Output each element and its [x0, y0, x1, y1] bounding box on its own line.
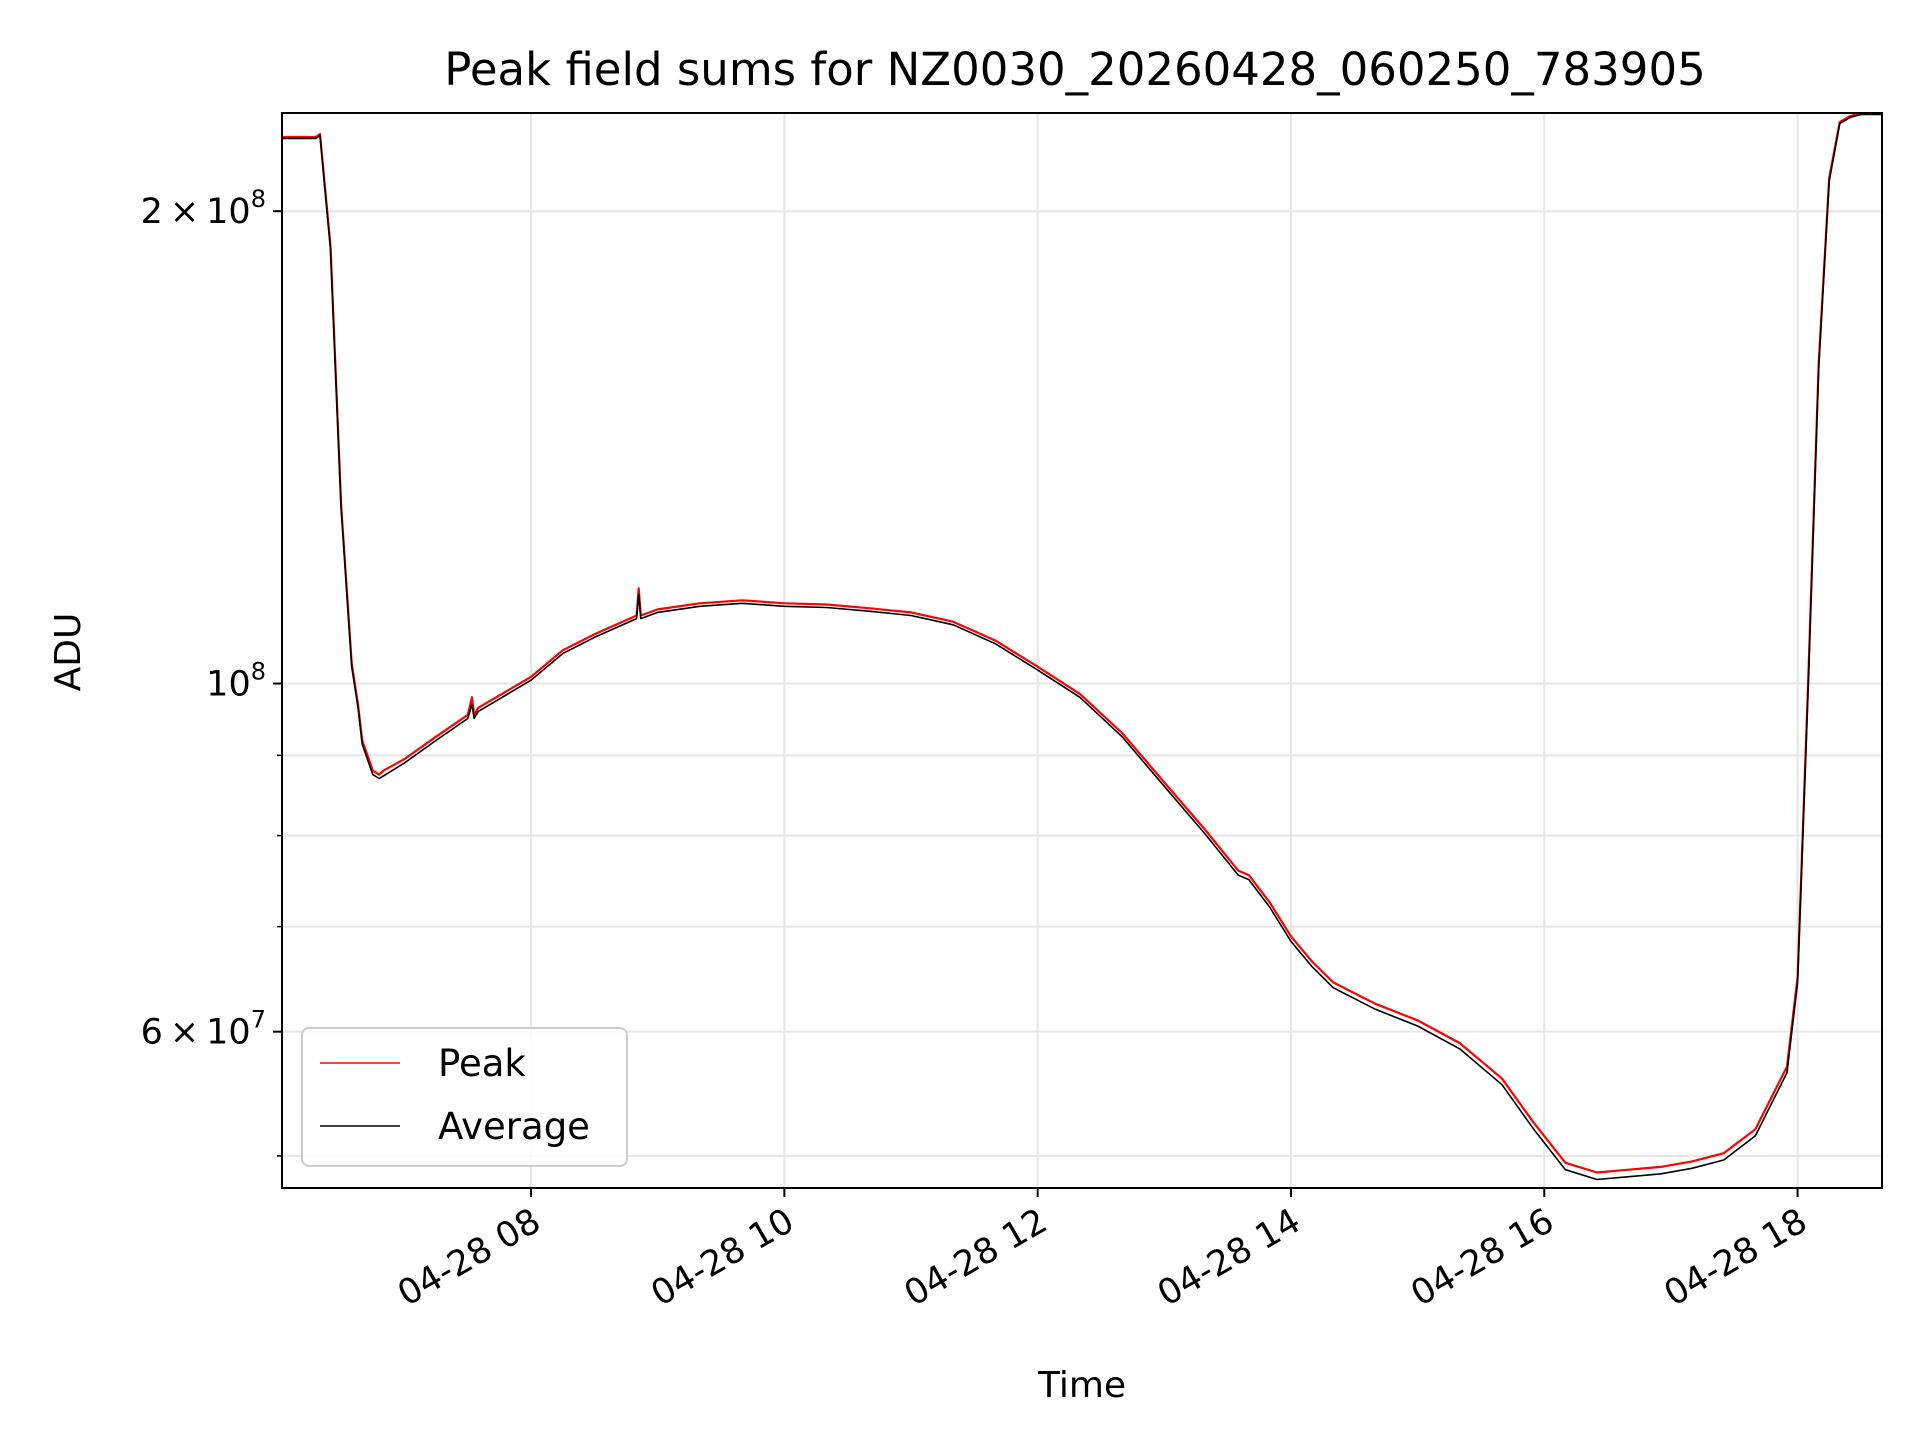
x-axis-label: Time [1037, 1365, 1126, 1406]
series-line-average [282, 113, 1882, 1181]
y-axis-ticks: 2 × 108 108 6 × 107 [141, 185, 282, 1157]
grid [282, 113, 1882, 1188]
y-axis-label: ADU [48, 613, 89, 692]
legend-peak-label: Peak [438, 1042, 526, 1085]
legend-average-label: Average [438, 1105, 590, 1148]
series-layer [282, 113, 1882, 1181]
y-tick-label: 108 [206, 658, 266, 705]
y-tick-label: 2 × 108 [141, 185, 266, 232]
y-tick-label: 6 × 107 [141, 1006, 266, 1053]
chart-title: Peak field sums for NZ0030_20260428_0602… [444, 43, 1705, 96]
plot-frame [281, 112, 1883, 1189]
series-line-peak [282, 113, 1882, 1174]
legend: Peak Average [301, 1027, 628, 1167]
